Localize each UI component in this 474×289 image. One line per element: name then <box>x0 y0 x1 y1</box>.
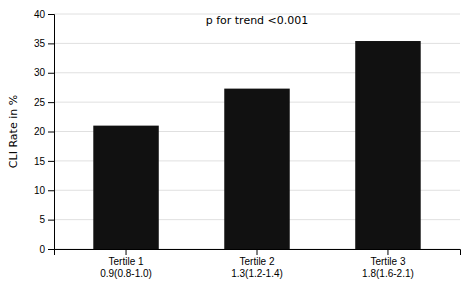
y-tick-mark <box>48 220 54 221</box>
y-tick-label: 5 <box>39 214 45 225</box>
grid <box>54 14 460 249</box>
y-tick-mark <box>48 102 54 103</box>
y-tick: 40 <box>34 9 54 20</box>
y-tick: 0 <box>39 244 54 255</box>
y-tick-label: 25 <box>34 97 46 108</box>
y-tick: 35 <box>34 38 54 49</box>
y-tick: 10 <box>34 185 54 196</box>
y-tick-label: 35 <box>34 38 46 49</box>
x-tick-mark <box>257 249 258 255</box>
y-tick: 15 <box>34 156 54 167</box>
annotation: p for trend <0.001 <box>206 14 309 27</box>
y-tick: 25 <box>34 97 54 108</box>
y-tick-mark <box>48 249 54 250</box>
y-axis-line <box>48 15 55 250</box>
x-tick-label: Tertile 31.8(1.6-2.1) <box>362 256 414 279</box>
chart: 0510152025303540Tertile 10.9(0.8-1.0)Ter… <box>0 0 474 289</box>
x-tick-label-line: Tertile 2 <box>239 256 274 267</box>
y-tick-mark <box>48 43 54 44</box>
y-tick-mark <box>48 73 54 74</box>
x-tick-label-line: Tertile 1 <box>109 256 144 267</box>
x-axis-line <box>55 250 461 256</box>
x-tick-label: Tertile 21.3(1.2-1.4) <box>231 256 283 279</box>
y-tick-label: 40 <box>34 9 46 20</box>
bar <box>224 89 289 249</box>
y-axis: 0 5 10 15 20 25 30 35 40 <box>34 9 55 255</box>
y-tick-mark <box>48 161 54 162</box>
y-tick-label: 15 <box>34 156 46 167</box>
y-tick-mark <box>48 190 54 191</box>
x-tick: Tertile 10.9(0.8-1.0) <box>100 249 152 279</box>
y-tick: 5 <box>39 214 54 225</box>
x-axis: Tertile 10.9(0.8-1.0) Tertile 21.3(1.2-1.… <box>55 249 461 279</box>
y-tick-mark <box>48 14 54 15</box>
bar <box>93 126 158 249</box>
y-tick-label: 30 <box>34 67 46 78</box>
y-tick-label: 20 <box>34 126 46 137</box>
y-tick-label: 0 <box>39 244 45 255</box>
y-axis-title: CLI Rate in % <box>7 95 20 168</box>
x-tick-label: Tertile 10.9(0.8-1.0) <box>100 256 152 279</box>
x-tick: Tertile 21.3(1.2-1.4) <box>231 249 283 279</box>
y-tick-mark <box>48 132 54 133</box>
x-tick-label-line: 1.8(1.6-2.1) <box>362 268 414 279</box>
x-tick-mark <box>126 249 127 255</box>
x-tick-label-line: 0.9(0.8-1.0) <box>100 268 152 279</box>
y-tick-label: 10 <box>34 185 46 196</box>
y-tick: 30 <box>34 67 54 78</box>
plot: 0510152025303540Tertile 10.9(0.8-1.0)Ter… <box>34 9 461 279</box>
x-tick-label-line: Tertile 3 <box>370 256 405 267</box>
x-tick: Tertile 31.8(1.6-2.1) <box>362 249 414 279</box>
bar <box>355 41 420 249</box>
bars <box>93 41 420 249</box>
y-tick: 20 <box>34 126 54 137</box>
x-tick-mark <box>387 249 388 255</box>
x-tick-label-line: 1.3(1.2-1.4) <box>231 268 283 279</box>
